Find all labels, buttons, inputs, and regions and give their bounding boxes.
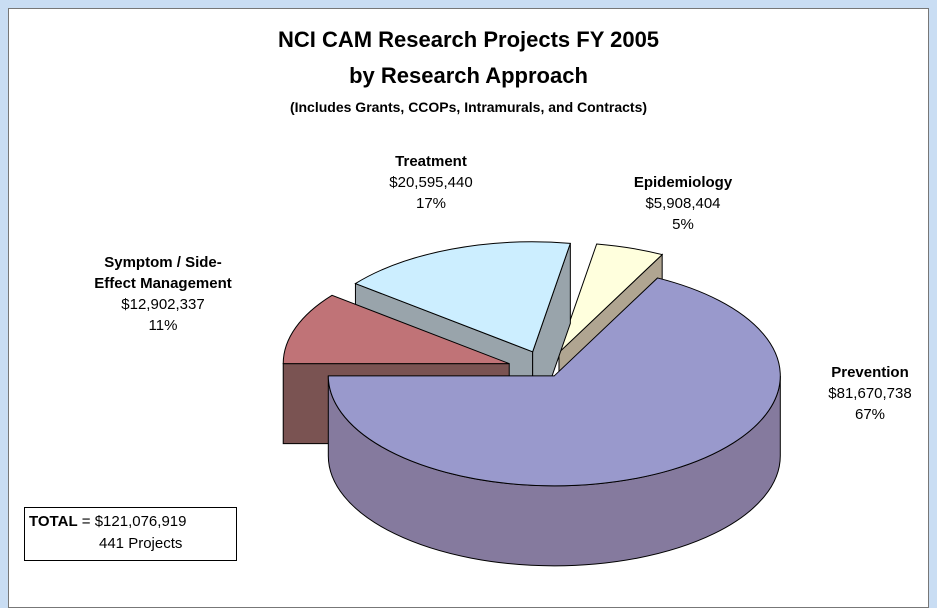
chart-note: (Includes Grants, CCOPs, Intramurals, an… bbox=[289, 99, 648, 115]
chart-title: NCI CAM Research Projects FY 2005 bbox=[277, 27, 660, 52]
category-label: Treatment bbox=[395, 153, 467, 170]
slice-label: Prevention $81,670,738 67% bbox=[805, 362, 935, 425]
chart-subtitle: by Research Approach bbox=[349, 63, 588, 88]
value-label: $81,670,738 bbox=[828, 385, 912, 402]
pie-slice bbox=[282, 294, 510, 365]
percent-label: 11% bbox=[148, 317, 178, 334]
percent-label: 17% bbox=[415, 195, 447, 212]
value-label: $5,908,404 bbox=[645, 195, 721, 212]
percent-label: 5% bbox=[672, 216, 694, 233]
total-label: TOTAL bbox=[29, 513, 78, 530]
value-label: $20,595,440 bbox=[389, 174, 473, 191]
pie-slice bbox=[354, 241, 572, 353]
pie-slice bbox=[327, 277, 781, 487]
total-projects: 441 Projects bbox=[99, 535, 183, 552]
slice-label: Epidemiology $5,908,404 5% bbox=[593, 172, 773, 235]
pie-slice bbox=[558, 243, 664, 353]
category-label: Prevention bbox=[831, 364, 909, 381]
category-label: Epidemiology bbox=[633, 174, 733, 191]
percent-label: 67% bbox=[854, 406, 886, 423]
slice-label: Treatment $20,595,440 17% bbox=[351, 151, 511, 214]
value-label: $12,902,337 bbox=[121, 296, 205, 313]
slice-label: Symptom / Side-Effect Management $12,902,… bbox=[88, 252, 238, 336]
total-box: TOTAL = $121,076,919 441 Projects bbox=[24, 507, 237, 561]
category-label: Symptom / Side-Effect Management bbox=[94, 254, 232, 292]
total-value: = $121,076,919 bbox=[81, 513, 187, 530]
